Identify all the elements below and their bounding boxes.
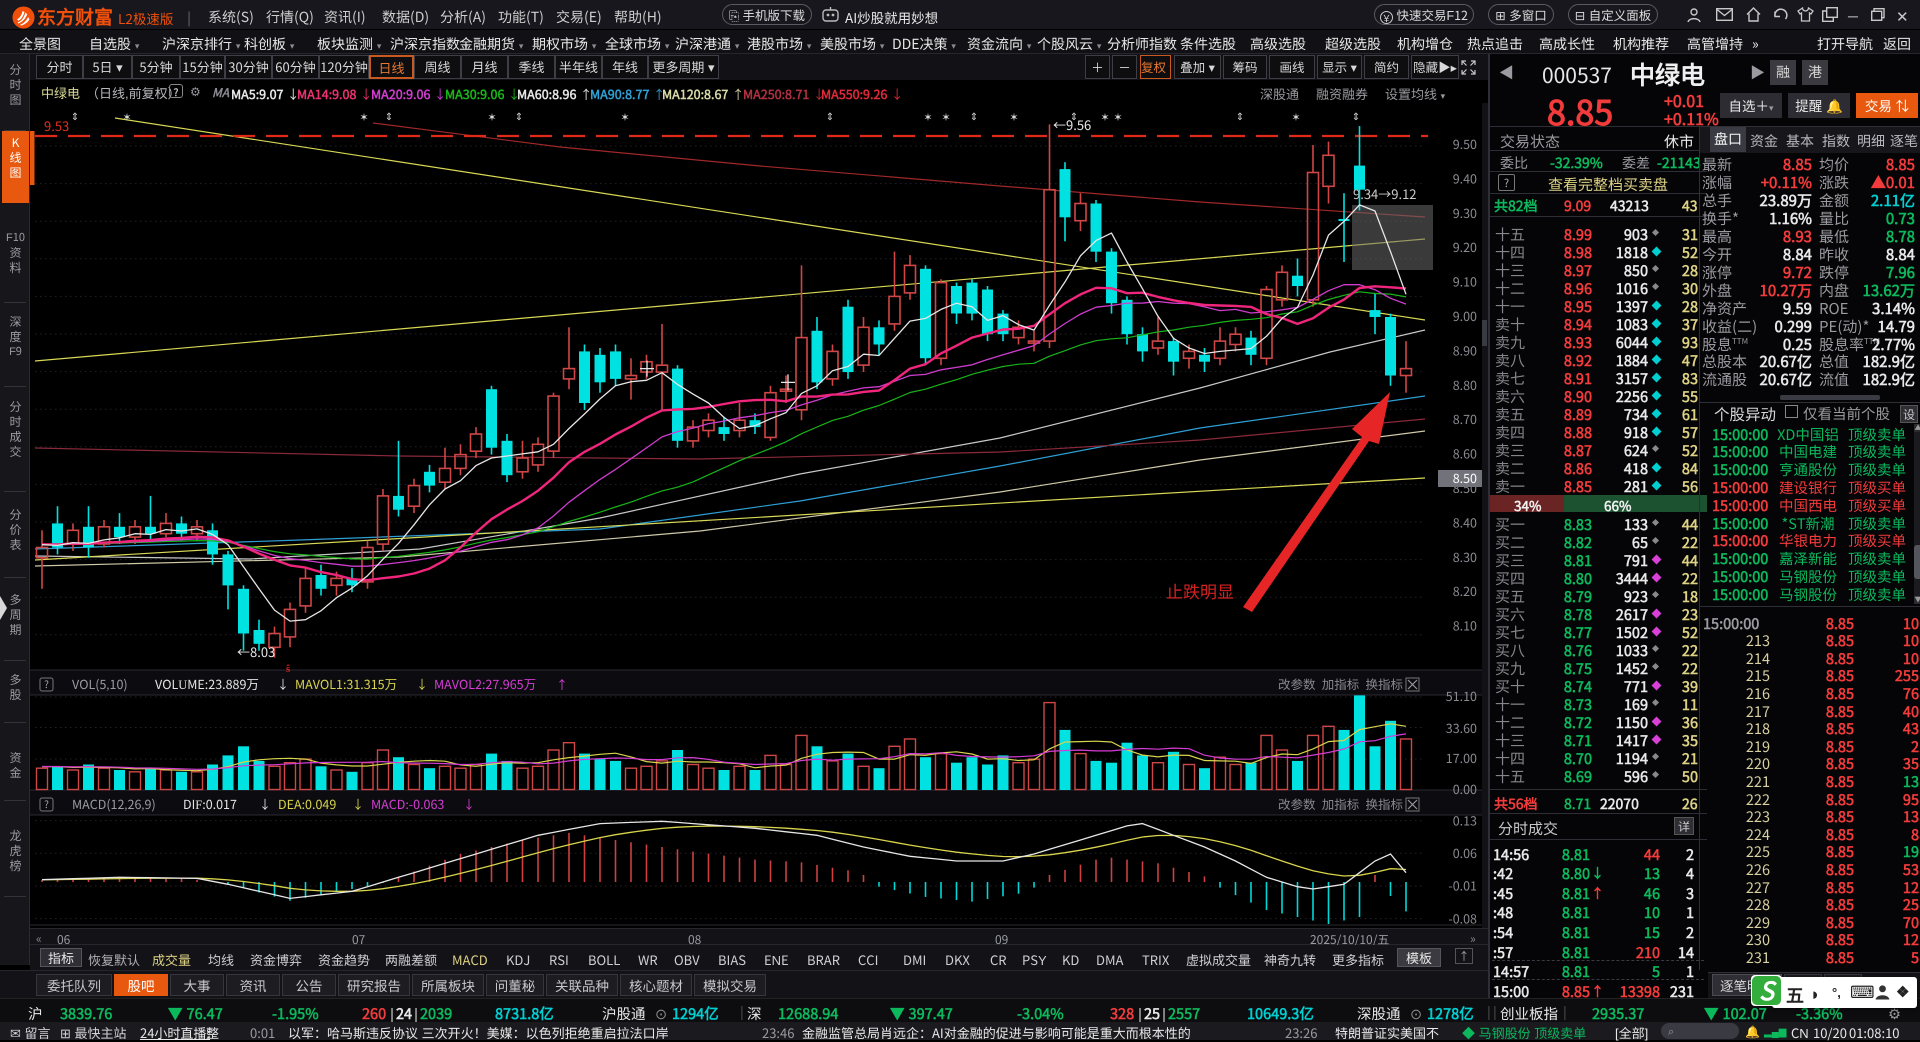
svg-text:8.10: 8.10	[1453, 616, 1477, 635]
svg-text:-0.01: -0.01	[1448, 876, 1477, 895]
svg-text:✶: ✶	[487, 109, 496, 125]
svg-text:0.00: 0.00	[1453, 779, 1477, 798]
svg-text:0.13: 0.13	[1453, 810, 1477, 829]
svg-text:?: ?	[44, 676, 49, 691]
svg-text:8.70: 8.70	[1453, 409, 1477, 428]
svg-text:8.80: 8.80	[1453, 375, 1477, 394]
svg-text:⇕: ⇕	[1352, 108, 1360, 123]
svg-text:51.10: 51.10	[1446, 686, 1477, 705]
svg-text:17.00: 17.00	[1446, 748, 1477, 767]
svg-text:⇕: ⇕	[515, 108, 523, 123]
svg-text:←9.56: ←9.56	[1053, 115, 1091, 134]
svg-text:9.10: 9.10	[1453, 272, 1477, 291]
svg-text:9.00: 9.00	[1453, 306, 1477, 325]
svg-text:⇕: ⇕	[1236, 108, 1244, 123]
svg-text:⇕: ⇕	[826, 108, 834, 123]
svg-text:✶: ✶	[620, 109, 629, 125]
svg-text:MAVOL1:31.315万: MAVOL1:31.315万	[295, 674, 397, 693]
svg-text:ŝ: ŝ	[286, 660, 291, 676]
svg-text:8.30: 8.30	[1453, 547, 1477, 566]
svg-text:9.53: 9.53	[44, 116, 69, 135]
svg-text:0.06: 0.06	[1453, 843, 1477, 862]
svg-text:8.50: 8.50	[1453, 468, 1477, 487]
svg-text:9.50: 9.50	[1453, 134, 1477, 153]
svg-text:⇕: ⇕	[1070, 108, 1078, 123]
svg-text:↑: ↑	[556, 676, 568, 693]
svg-text:✶: ✶	[359, 109, 368, 125]
svg-text:↓: ↓	[463, 796, 475, 813]
svg-text:止跌明显: 止跌明显	[1166, 578, 1234, 603]
svg-text:✶: ✶	[1291, 109, 1300, 125]
svg-text:8.20: 8.20	[1453, 581, 1477, 600]
svg-text:✶: ✶	[1009, 109, 1018, 125]
svg-text:33.60: 33.60	[1446, 718, 1477, 737]
svg-text:改参数 加指标 换指标: 改参数 加指标 换指标	[1278, 674, 1403, 693]
svg-text:MACD(12,26,9): MACD(12,26,9)	[72, 794, 156, 813]
svg-text:8.90: 8.90	[1453, 340, 1477, 359]
svg-text:↓: ↓	[352, 796, 364, 813]
svg-text:VOL(5,10): VOL(5,10)	[72, 674, 128, 693]
svg-text:↓: ↓	[259, 796, 271, 813]
svg-text:✶: ✶	[1113, 109, 1122, 125]
svg-text:9.40: 9.40	[1453, 168, 1477, 187]
svg-text:✶: ✶	[122, 109, 131, 125]
svg-text:✶: ✶	[941, 109, 950, 125]
svg-text:8.40: 8.40	[1453, 512, 1477, 531]
svg-text:DIF:0.017: DIF:0.017	[183, 794, 237, 813]
svg-text:9.34→9.12: 9.34→9.12	[1353, 184, 1417, 203]
svg-text:↓: ↓	[277, 676, 289, 693]
svg-text:VOLUME:23.889万: VOLUME:23.889万	[155, 674, 259, 693]
svg-text:MACD:-0.063: MACD:-0.063	[371, 794, 444, 813]
svg-text:✶: ✶	[1100, 109, 1109, 125]
svg-text:-0.08: -0.08	[1448, 908, 1477, 927]
svg-text:✶: ✶	[923, 109, 932, 125]
svg-text:←8.03: ←8.03	[237, 642, 275, 661]
svg-text:?: ?	[44, 796, 49, 811]
svg-text:8.60: 8.60	[1453, 444, 1477, 463]
svg-text:⇕: ⇕	[385, 108, 393, 123]
svg-text:改参数 加指标 换指标: 改参数 加指标 换指标	[1278, 794, 1403, 813]
svg-text:9.20: 9.20	[1453, 237, 1477, 256]
svg-text:DEA:0.049: DEA:0.049	[278, 794, 336, 813]
svg-text:⇕: ⇕	[970, 108, 978, 123]
svg-text:MAVOL2:27.965万: MAVOL2:27.965万	[434, 674, 536, 693]
svg-text:↓: ↓	[416, 676, 428, 693]
svg-text:9.30: 9.30	[1453, 203, 1477, 222]
svg-text:⇕: ⇕	[71, 108, 79, 123]
